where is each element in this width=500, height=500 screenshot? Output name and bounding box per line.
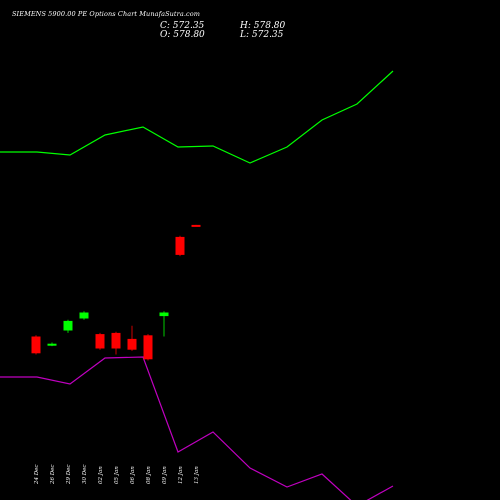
candle-body [175, 236, 185, 255]
candle-body [47, 343, 57, 346]
candle-body [111, 332, 121, 349]
x-tick-label: 09 Jan [162, 466, 168, 484]
high-readout: H: 578.80 [240, 21, 285, 32]
close-value: 572.35 [172, 21, 205, 31]
candle [159, 311, 169, 337]
low-readout: L: 572.35 [240, 30, 283, 41]
candle-body [31, 336, 41, 354]
x-axis-labels: 24 Dec 26 Dec 29 Dec 30 Dec 02 Jan 05 Jan 06 J… [34, 465, 200, 486]
x-tick-label: 26 Dec [50, 465, 56, 486]
x-tick-label: 08 Jan [146, 466, 152, 484]
high-value: 578.80 [253, 21, 286, 31]
candle [191, 224, 201, 227]
candle-body [95, 334, 105, 349]
x-tick-label: 30 Dec [82, 465, 88, 485]
candle-body [143, 335, 153, 360]
x-tick-label: 24 Dec [34, 465, 40, 486]
close-readout: C: 572.35 [160, 21, 204, 32]
x-tick-label: 02 Jan [98, 466, 104, 484]
candle-body [127, 338, 137, 350]
x-tick-label: 13 Jan [194, 466, 200, 484]
low-label: L: [240, 30, 250, 40]
x-tick-label: 12 Jan [178, 466, 184, 484]
candle [79, 311, 89, 320]
candle-body [191, 224, 201, 227]
candle [127, 325, 137, 351]
candle [63, 319, 73, 333]
candle-body [159, 312, 169, 317]
close-label: C: [160, 21, 170, 31]
candle [143, 334, 153, 361]
low-value: 572.35 [251, 30, 284, 40]
candle [31, 335, 41, 355]
open-value: 578.80 [173, 30, 205, 40]
green-indicator-line [0, 70, 394, 164]
candles [31, 224, 201, 361]
x-tick-label: 05 Jan [114, 466, 120, 484]
indicator-lines [0, 70, 394, 500]
x-tick-label: 29 Dec [66, 465, 72, 486]
candle [47, 342, 57, 347]
high-label: H: [240, 21, 251, 31]
candle-body [79, 312, 89, 319]
magenta-indicator-line [0, 356, 394, 500]
candle [95, 332, 105, 350]
x-tick-label: 06 Jan [130, 466, 136, 484]
candle [111, 331, 121, 355]
candle-body [63, 320, 73, 331]
open-label: O: [160, 30, 171, 40]
chart-title: SIEMENS 5900.00 PE Options Chart MunafaS… [12, 10, 201, 18]
candle [175, 235, 185, 257]
open-readout: O: 578.80 [160, 30, 205, 41]
